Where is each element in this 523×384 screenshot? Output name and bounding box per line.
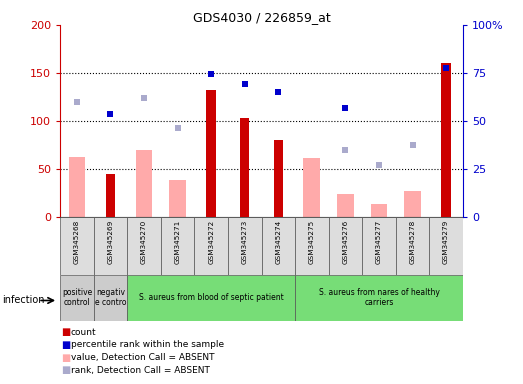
FancyBboxPatch shape [362,217,396,275]
Text: GSM345273: GSM345273 [242,220,248,264]
FancyBboxPatch shape [60,275,94,321]
Text: GSM345277: GSM345277 [376,220,382,264]
Bar [135,150,152,217]
Bar [274,140,283,217]
Bar [371,204,388,217]
Bar [106,174,115,217]
FancyBboxPatch shape [429,217,463,275]
Text: S. aureus from nares of healthy
carriers: S. aureus from nares of healthy carriers [319,288,439,307]
FancyBboxPatch shape [228,217,262,275]
Bar [169,180,186,217]
Text: percentile rank within the sample: percentile rank within the sample [71,340,224,349]
Bar [441,63,451,217]
Text: ■: ■ [61,327,70,337]
Text: ■: ■ [61,353,70,362]
Text: GSM345275: GSM345275 [309,220,315,264]
FancyBboxPatch shape [127,217,161,275]
Text: negativ
e contro: negativ e contro [95,288,126,307]
Text: S. aureus from blood of septic patient: S. aureus from blood of septic patient [139,293,283,302]
Text: count: count [71,328,96,337]
FancyBboxPatch shape [396,217,429,275]
FancyBboxPatch shape [161,217,195,275]
FancyBboxPatch shape [262,217,295,275]
FancyBboxPatch shape [94,217,127,275]
Text: GSM345271: GSM345271 [175,220,180,264]
Text: infection: infection [3,295,45,305]
Text: GSM345279: GSM345279 [443,220,449,264]
Bar [207,90,216,217]
Text: GSM345276: GSM345276 [343,220,348,264]
Text: GSM345269: GSM345269 [108,220,113,264]
FancyBboxPatch shape [60,217,94,275]
FancyBboxPatch shape [94,275,127,321]
FancyBboxPatch shape [195,217,228,275]
Text: value, Detection Call = ABSENT: value, Detection Call = ABSENT [71,353,214,362]
FancyBboxPatch shape [295,275,463,321]
Bar [303,159,320,217]
Bar [404,191,421,217]
Text: GSM345278: GSM345278 [410,220,415,264]
Bar [240,118,249,217]
Text: rank, Detection Call = ABSENT: rank, Detection Call = ABSENT [71,366,210,375]
Bar [337,194,354,217]
Text: GSM345274: GSM345274 [275,220,281,264]
Title: GDS4030 / 226859_at: GDS4030 / 226859_at [192,11,331,24]
FancyBboxPatch shape [127,275,295,321]
Text: GSM345272: GSM345272 [208,220,214,264]
Text: positive
control: positive control [62,288,92,307]
FancyBboxPatch shape [328,217,362,275]
FancyBboxPatch shape [295,217,328,275]
Bar [69,157,85,217]
Text: GSM345270: GSM345270 [141,220,147,264]
Text: ■: ■ [61,365,70,375]
Text: ■: ■ [61,340,70,350]
Text: GSM345268: GSM345268 [74,220,80,264]
